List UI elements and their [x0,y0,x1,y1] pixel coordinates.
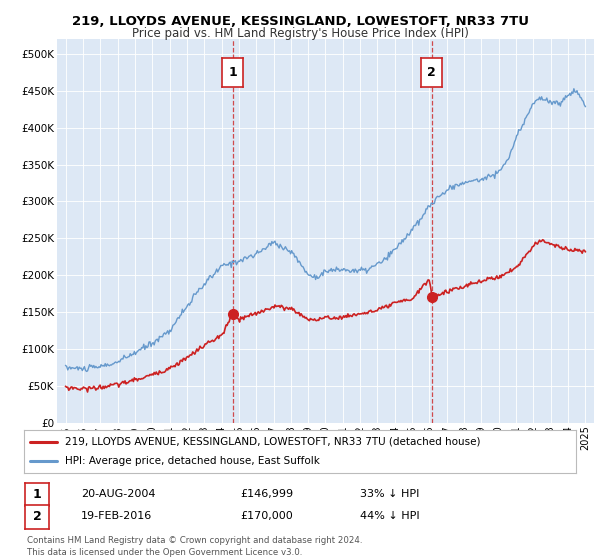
Text: 2: 2 [427,66,436,79]
Text: Price paid vs. HM Land Registry's House Price Index (HPI): Price paid vs. HM Land Registry's House … [131,27,469,40]
Text: HPI: Average price, detached house, East Suffolk: HPI: Average price, detached house, East… [65,456,320,466]
Text: Contains HM Land Registry data © Crown copyright and database right 2024.
This d: Contains HM Land Registry data © Crown c… [27,536,362,557]
Text: 20-AUG-2004: 20-AUG-2004 [81,489,155,499]
Text: £170,000: £170,000 [240,511,293,521]
Text: 2: 2 [33,510,41,524]
Text: 219, LLOYDS AVENUE, KESSINGLAND, LOWESTOFT, NR33 7TU (detached house): 219, LLOYDS AVENUE, KESSINGLAND, LOWESTO… [65,437,481,447]
Text: 44% ↓ HPI: 44% ↓ HPI [360,511,419,521]
Text: 219, LLOYDS AVENUE, KESSINGLAND, LOWESTOFT, NR33 7TU: 219, LLOYDS AVENUE, KESSINGLAND, LOWESTO… [71,15,529,27]
Text: 33% ↓ HPI: 33% ↓ HPI [360,489,419,499]
Text: £146,999: £146,999 [240,489,293,499]
Text: 1: 1 [33,488,41,501]
Text: 19-FEB-2016: 19-FEB-2016 [81,511,152,521]
Text: 1: 1 [228,66,237,79]
